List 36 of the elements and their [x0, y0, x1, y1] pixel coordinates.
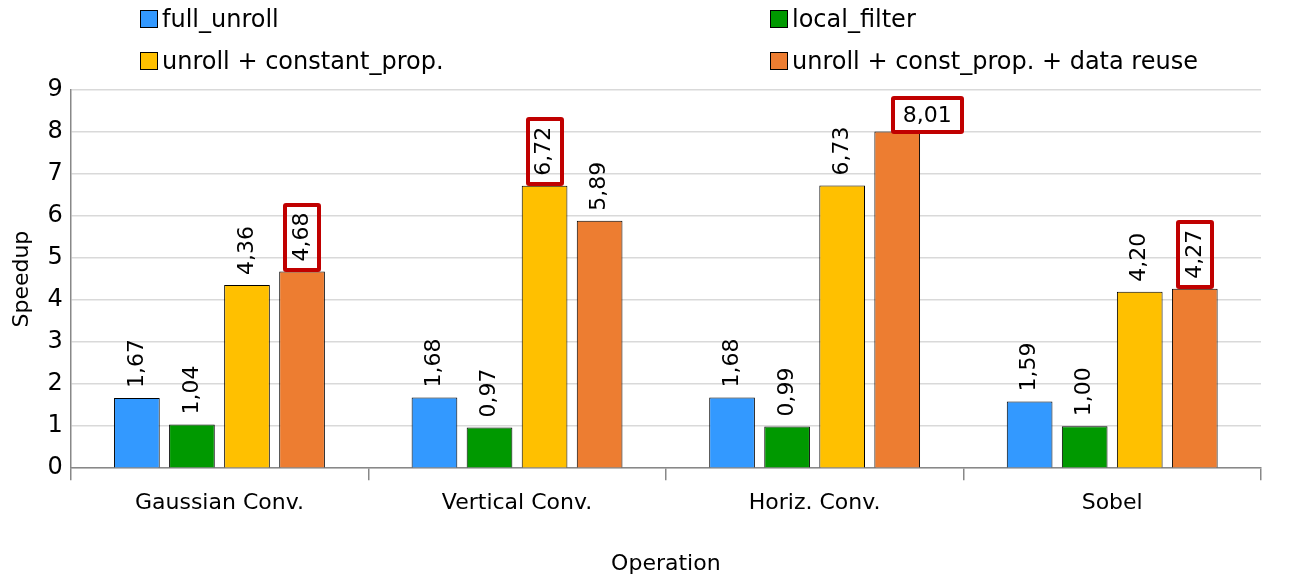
y-tick-label: 7: [47, 158, 63, 187]
legend-label: unroll + constant_prop.: [162, 47, 444, 75]
data-label: 1,68: [420, 338, 446, 388]
data-label: 0,97: [475, 368, 501, 418]
x-axis-title: Operation: [611, 549, 721, 575]
legend-label: unroll + const_prop. + data reuse: [792, 47, 1198, 75]
y-tick-label: 0: [47, 452, 63, 481]
data-label: 1,59: [1015, 342, 1041, 392]
y-tick-label: 5: [47, 242, 63, 271]
legend-label: local_filter: [792, 5, 916, 33]
data-label: 4,27: [1180, 229, 1206, 279]
data-label: 6,73: [827, 126, 853, 176]
y-tick-label: 8: [47, 116, 63, 145]
data-label: 6,72: [530, 126, 556, 176]
y-tick-label: 6: [47, 200, 63, 229]
data-label: 8,01: [902, 102, 952, 128]
y-axis-title: Speedup: [7, 230, 33, 328]
data-label: 4,20: [1125, 232, 1151, 282]
x-tick-label: Horiz. Conv.: [748, 489, 881, 515]
data-label: 5,89: [585, 161, 611, 211]
y-tick-label: 4: [47, 284, 63, 313]
data-label: 1,00: [1070, 367, 1096, 417]
data-label: 1,67: [122, 339, 148, 389]
data-label: 4,36: [232, 226, 258, 275]
x-tick-label: Sobel: [1081, 489, 1143, 515]
data-label: 0,99: [772, 367, 798, 417]
y-tick-label: 3: [47, 326, 63, 355]
x-tick-label: Gaussian Conv.: [134, 489, 304, 515]
data-label: 1,68: [717, 338, 743, 388]
x-tick-label: Vertical Conv.: [441, 489, 593, 515]
data-label: 1,04: [177, 365, 203, 415]
y-tick-label: 9: [47, 74, 63, 103]
y-tick-label: 2: [47, 368, 63, 397]
data-label: 4,68: [287, 212, 313, 262]
y-tick-label: 1: [47, 410, 63, 439]
legend-label: full_unroll: [162, 5, 279, 33]
